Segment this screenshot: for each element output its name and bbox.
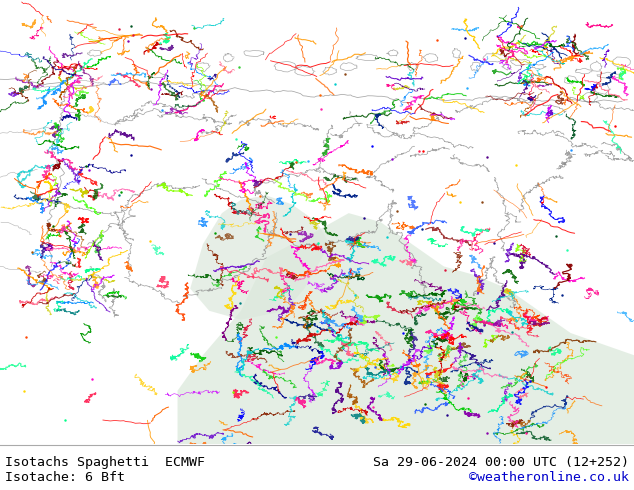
Text: Isotachs Spaghetti  ECMWF: Isotachs Spaghetti ECMWF [5,456,205,468]
Polygon shape [190,196,330,319]
Text: Isotache: 6 Bft: Isotache: 6 Bft [5,471,125,485]
Text: Sa 29-06-2024 00:00 UTC (12+252): Sa 29-06-2024 00:00 UTC (12+252) [373,456,629,468]
Polygon shape [178,213,634,444]
Text: ©weatheronline.co.uk: ©weatheronline.co.uk [469,471,629,485]
